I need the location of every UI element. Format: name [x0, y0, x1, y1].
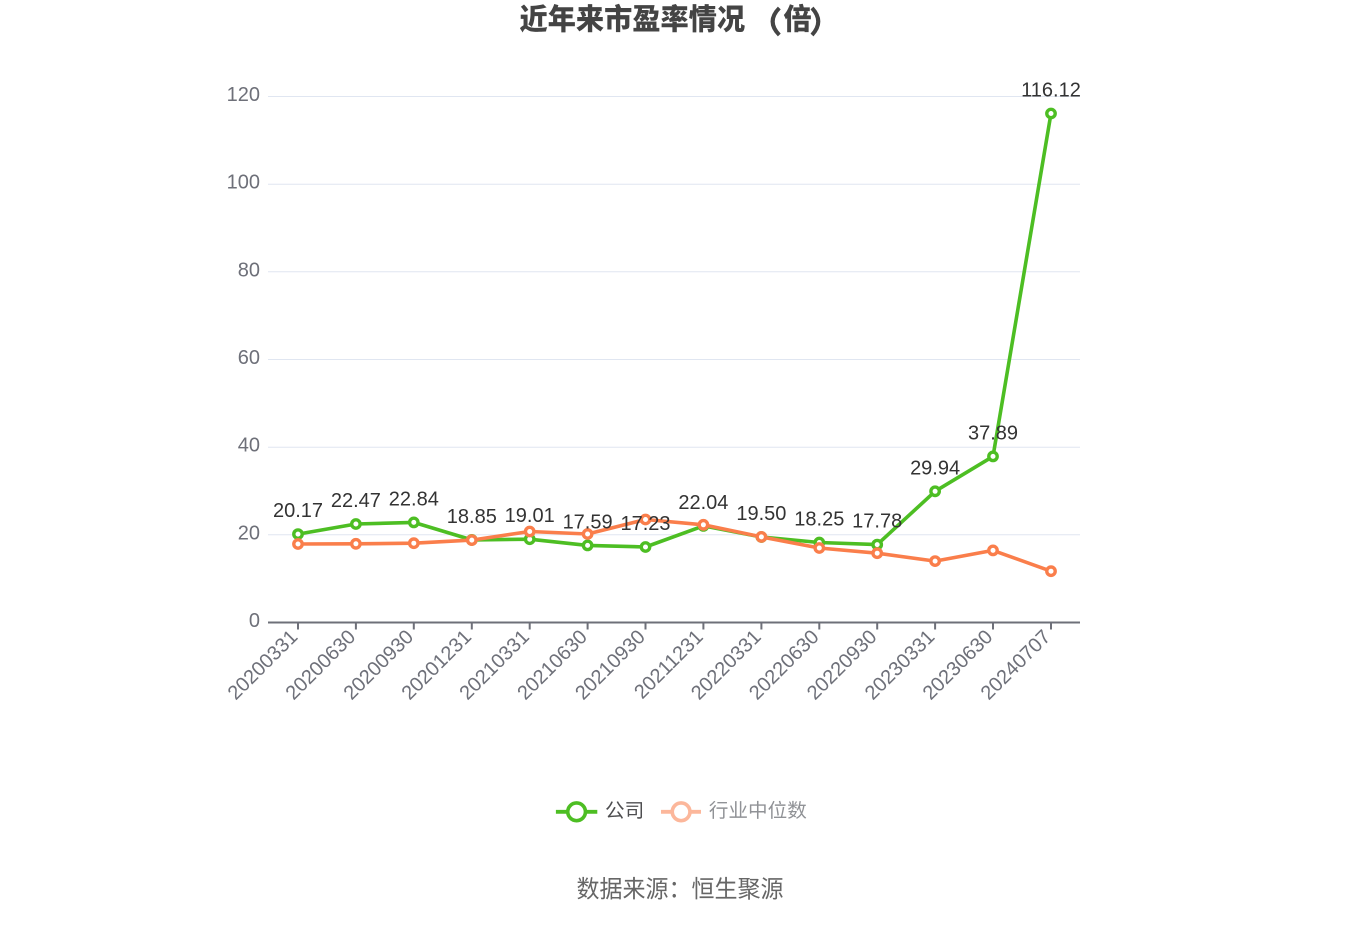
svg-text:0: 0: [249, 610, 260, 632]
svg-text:120: 120: [227, 84, 260, 106]
svg-text:22.47: 22.47: [331, 490, 381, 512]
svg-text:17.78: 17.78: [852, 511, 902, 533]
svg-text:20: 20: [238, 522, 260, 544]
svg-text:17.59: 17.59: [563, 511, 613, 533]
svg-text:100: 100: [227, 172, 260, 194]
svg-text:80: 80: [238, 259, 260, 281]
svg-text:19.50: 19.50: [736, 503, 786, 525]
svg-text:37.89: 37.89: [968, 422, 1018, 444]
svg-text:20.17: 20.17: [273, 500, 323, 522]
svg-text:22.04: 22.04: [678, 492, 728, 514]
svg-text:40: 40: [238, 435, 260, 457]
svg-text:19.01: 19.01: [505, 505, 555, 527]
svg-text:22.84: 22.84: [389, 488, 439, 510]
svg-text:17.23: 17.23: [620, 513, 670, 535]
svg-text:29.94: 29.94: [910, 457, 960, 479]
svg-text:60: 60: [238, 347, 260, 369]
svg-text:116.12: 116.12: [1021, 80, 1081, 102]
svg-text:18.25: 18.25: [794, 509, 844, 531]
svg-text:18.85: 18.85: [447, 506, 497, 528]
